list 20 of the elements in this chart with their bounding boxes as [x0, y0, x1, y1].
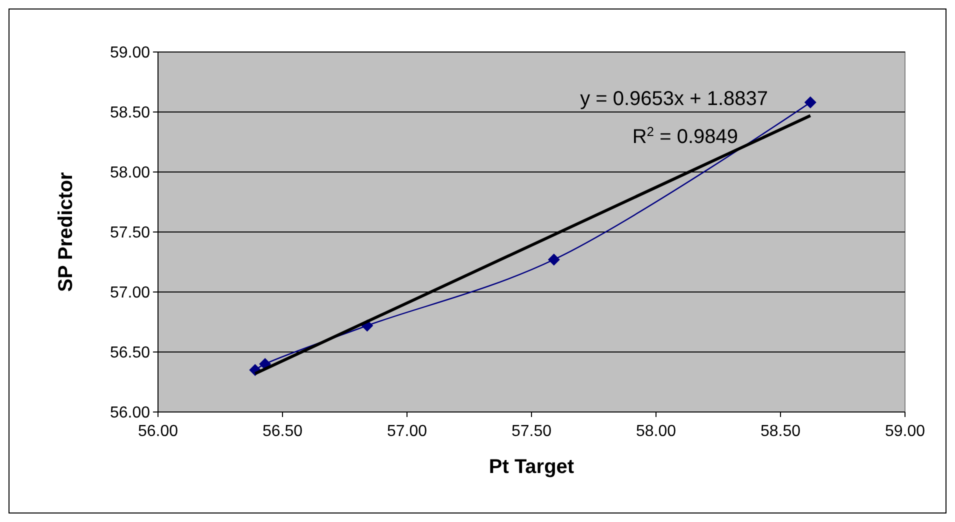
point — [804, 96, 816, 108]
x-tick-label: 56.50 — [262, 423, 303, 440]
x-tick-label: 57.50 — [511, 423, 552, 440]
y-tick-label: 58.50 — [110, 104, 150, 122]
x-tick-label: 56.00 — [138, 423, 178, 440]
y-tick-label: 57.50 — [110, 224, 150, 242]
y-tick-label: 59.00 — [110, 44, 150, 62]
x-tick-label: 58.00 — [636, 423, 676, 440]
y-tick-label: 56.50 — [110, 344, 150, 362]
y-tick-label: 58.00 — [110, 164, 150, 182]
y-axis-title: SP Predictor — [55, 172, 77, 292]
annotation: R$^{2}$ = 0.9849 — [632, 124, 738, 148]
annotation: y = 0.9653x + 1.8837 — [580, 88, 768, 110]
x-tick-label: 57.00 — [386, 423, 428, 440]
point — [548, 254, 560, 266]
y-tick-label: 56.00 — [110, 404, 150, 422]
x-tick-label: 58.50 — [760, 423, 801, 440]
y-tick-label: 57.00 — [110, 284, 150, 302]
x-axis-title: Pt Target — [488, 456, 574, 478]
x-tick-label: 59.00 — [884, 423, 926, 440]
